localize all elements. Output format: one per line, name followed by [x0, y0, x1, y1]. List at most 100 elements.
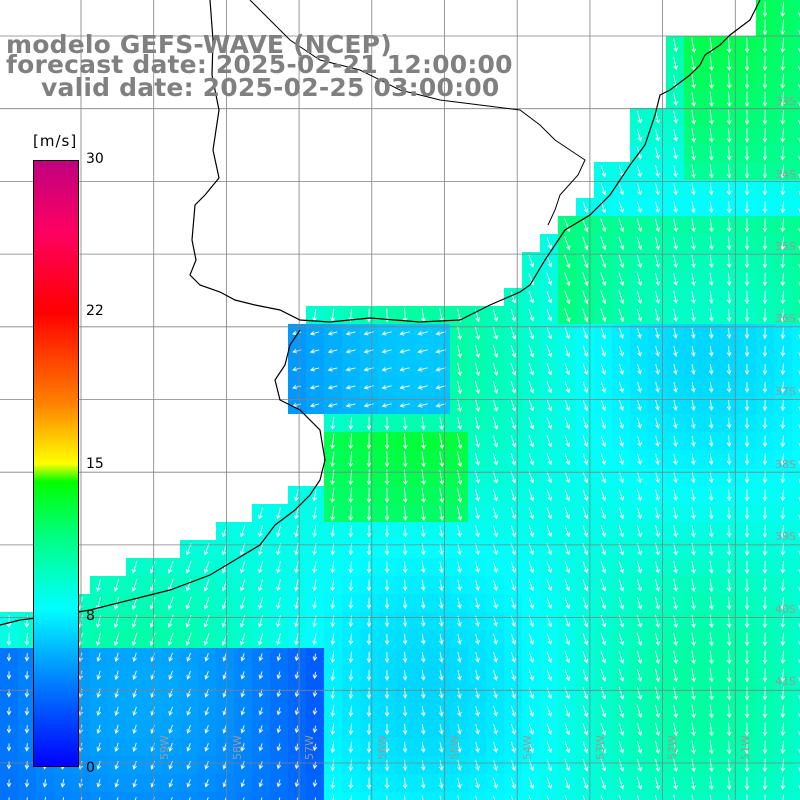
wind-arrow — [457, 362, 462, 377]
wind-arrow — [582, 363, 588, 376]
wind-arrow — [655, 183, 660, 196]
wind-arrow — [258, 653, 264, 662]
wind-arrow — [618, 579, 625, 592]
wind-arrow — [726, 183, 732, 196]
wind-arrow — [528, 777, 534, 790]
wind-arrow — [510, 380, 517, 394]
wind-arrow — [726, 109, 732, 126]
wind-arrow — [564, 741, 571, 754]
wind-arrow — [384, 525, 390, 538]
wind-arrow — [457, 344, 462, 359]
wind-arrow — [564, 687, 571, 700]
wind-arrow — [546, 363, 553, 376]
wind-arrow — [762, 272, 768, 287]
wind-cell — [792, 774, 800, 792]
wind-arrow — [780, 55, 785, 72]
wind-arrow — [709, 489, 714, 502]
wind-arrow — [726, 435, 732, 448]
wind-arrow — [475, 759, 480, 772]
wind-arrow — [744, 686, 750, 701]
wind-arrow — [239, 597, 246, 610]
wind-arrow — [654, 578, 660, 592]
wind-arrow — [366, 651, 372, 664]
wind-arrow — [475, 687, 480, 699]
wind-arrow — [798, 317, 800, 323]
wind-arrow — [294, 653, 300, 662]
wind-arrow — [26, 797, 28, 800]
wind-arrow — [368, 795, 370, 800]
wind-arrow — [167, 632, 174, 646]
wind-arrow — [798, 173, 800, 179]
wind-arrow — [492, 489, 498, 502]
wind-arrow — [636, 561, 643, 574]
wind-arrow — [420, 687, 426, 699]
wind-arrow — [564, 705, 571, 718]
wind-arrow — [618, 236, 625, 251]
wind-arrow — [600, 165, 607, 178]
wind-arrow — [204, 742, 209, 752]
wind-cell — [180, 792, 198, 800]
wind-cell — [576, 792, 594, 800]
wind-arrow — [582, 471, 589, 484]
wind-arrow — [744, 489, 750, 502]
wind-arrow — [798, 641, 800, 646]
wind-arrow — [726, 164, 732, 179]
wind-arrow — [348, 416, 354, 431]
wind-arrow — [636, 471, 642, 484]
wind-arrow — [366, 525, 372, 538]
wind-arrow — [636, 308, 643, 322]
wind-arrow — [403, 505, 408, 522]
wind-arrow — [239, 525, 246, 538]
wind-arrow — [780, 668, 786, 683]
wind-arrow — [654, 254, 661, 269]
wind-arrow — [780, 560, 786, 574]
wind-arrow — [457, 326, 462, 341]
wind-arrow — [655, 201, 660, 214]
wind-arrow — [708, 399, 714, 412]
wind-arrow — [744, 704, 750, 719]
wind-arrow — [312, 507, 317, 520]
wind-arrow — [726, 399, 732, 412]
wind-arrow — [726, 776, 732, 791]
wind-arrow — [439, 795, 442, 800]
wind-arrow — [673, 525, 678, 538]
wind-arrow — [96, 760, 102, 770]
wind-arrow — [276, 671, 282, 680]
wind-arrow — [546, 417, 553, 430]
wind-arrow — [239, 579, 246, 592]
wind-cell — [792, 288, 800, 306]
wind-arrow — [636, 740, 643, 755]
wind-arrow — [330, 759, 336, 772]
wind-arrow — [528, 741, 534, 754]
wind-arrow — [564, 327, 571, 340]
wind-arrow — [746, 794, 748, 800]
wind-arrow — [348, 433, 353, 450]
wind-arrow — [618, 471, 624, 484]
wind-arrow — [258, 525, 264, 538]
wind-arrow — [276, 633, 281, 646]
wind-arrow — [582, 543, 589, 556]
wind-arrow — [780, 183, 786, 196]
wind-arrow — [780, 327, 786, 340]
wind-arrow — [44, 797, 46, 800]
wind-arrow — [726, 614, 732, 629]
wind-arrow — [600, 525, 607, 538]
wind-arrow — [42, 779, 48, 788]
lon-label-59w: 59W — [158, 735, 171, 760]
wind-arrow — [475, 669, 480, 681]
wind-arrow — [726, 345, 732, 357]
wind-arrow — [691, 668, 696, 683]
wind-arrow — [780, 146, 785, 161]
wind-arrow — [330, 777, 335, 790]
wind-arrow — [709, 722, 714, 737]
wind-arrow — [727, 91, 732, 108]
wind-arrow — [8, 797, 10, 800]
wind-arrow — [636, 776, 643, 790]
wind-arrow — [780, 381, 786, 394]
wind-cell — [792, 108, 800, 126]
wind-arrow — [673, 560, 678, 574]
wind-arrow — [420, 597, 426, 610]
wind-arrow — [636, 525, 642, 538]
wind-arrow — [762, 507, 768, 520]
wind-cell — [144, 792, 162, 800]
